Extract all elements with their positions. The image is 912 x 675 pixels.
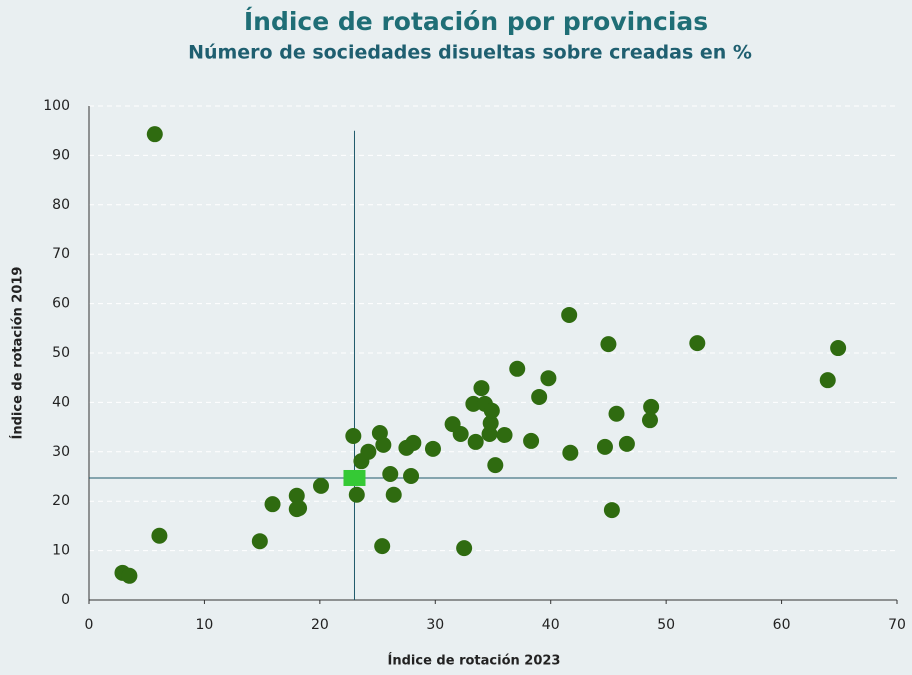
x-tick-label: 50 xyxy=(657,617,675,633)
point xyxy=(482,415,499,432)
point xyxy=(465,395,482,412)
y-tick-label: 40 xyxy=(52,394,70,410)
x-axis-label: Índice de rotación 2023 xyxy=(388,653,561,669)
point xyxy=(596,438,613,455)
y-tick-label: 90 xyxy=(52,147,70,163)
y-tick-label: 50 xyxy=(52,345,70,361)
x-tick-label: 60 xyxy=(773,617,791,633)
point xyxy=(251,533,268,550)
point xyxy=(509,360,526,377)
point xyxy=(603,502,620,519)
point xyxy=(456,540,473,557)
point xyxy=(523,432,540,449)
point xyxy=(689,335,706,352)
point xyxy=(540,370,557,387)
x-tick-label: 70 xyxy=(888,617,906,633)
y-tick-label: 10 xyxy=(52,543,70,559)
point xyxy=(405,434,422,451)
point xyxy=(403,468,420,485)
y-tick-label: 80 xyxy=(52,197,70,213)
y-tick-label: 100 xyxy=(43,98,70,114)
point xyxy=(151,527,168,544)
reference-point xyxy=(343,469,366,486)
point xyxy=(313,477,330,494)
x-tick-label: 40 xyxy=(542,617,560,633)
point xyxy=(483,402,500,419)
point xyxy=(452,426,469,443)
point xyxy=(345,427,362,444)
y-tick-label: 70 xyxy=(52,246,70,262)
point xyxy=(375,436,392,453)
point xyxy=(360,443,377,460)
point xyxy=(382,466,399,483)
point xyxy=(264,496,281,513)
point xyxy=(348,486,365,503)
x-tick-label: 30 xyxy=(426,617,444,633)
y-tick-label: 30 xyxy=(52,444,70,460)
point xyxy=(641,412,658,429)
x-tick-label: 0 xyxy=(85,617,94,633)
point xyxy=(424,440,441,457)
y-tick-label: 60 xyxy=(52,296,70,312)
x-tick-label: 20 xyxy=(311,617,329,633)
chart-title: Índice de rotación por provincias xyxy=(244,7,708,36)
point xyxy=(562,444,579,461)
point xyxy=(473,380,490,397)
point xyxy=(830,340,847,357)
point xyxy=(288,487,305,504)
y-axis-label: Índice de rotación 2019 xyxy=(10,267,26,440)
point xyxy=(600,336,617,353)
point xyxy=(467,433,484,450)
y-tick-label: 0 xyxy=(61,592,70,608)
y-tick-label: 20 xyxy=(52,493,70,509)
point xyxy=(487,457,504,474)
chart-subtitle: Número de sociedades disueltas sobre cre… xyxy=(188,42,752,64)
point xyxy=(643,398,660,415)
point xyxy=(146,126,163,143)
point xyxy=(608,405,625,422)
point xyxy=(561,306,578,323)
x-tick-label: 10 xyxy=(196,617,214,633)
point xyxy=(374,538,391,555)
point xyxy=(531,388,548,405)
point xyxy=(291,500,308,517)
point xyxy=(819,372,836,389)
point xyxy=(121,567,138,584)
point xyxy=(385,486,402,503)
point xyxy=(618,435,635,452)
point xyxy=(496,427,513,444)
